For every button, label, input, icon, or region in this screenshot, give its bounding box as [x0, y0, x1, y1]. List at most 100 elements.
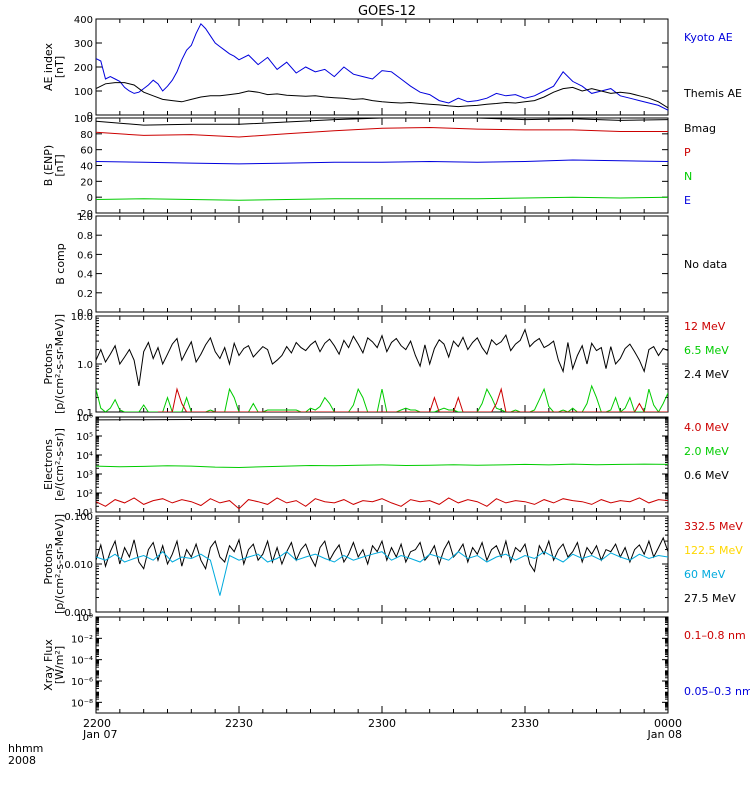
panel-protons2: 0.001 0.010 0.100 Protons[p/(cm²-s-sr-MeV)]…: [42, 512, 743, 619]
time-axis-row2-label: 2008: [8, 754, 36, 767]
panel-frame: [95, 315, 669, 413]
y-tick-label: 1.0: [77, 212, 93, 223]
legend-item: 0.05–0.3 nm: [684, 685, 750, 698]
y-tick-label: 10⁶: [76, 413, 93, 424]
legend-item: 2.4 MeV: [684, 368, 729, 381]
y-axis-label: [p/(cm²-s-sr-MeV)]: [53, 514, 66, 614]
y-axis-label: Protons: [42, 543, 55, 584]
y-tick-label: 0.6: [77, 250, 93, 261]
panel-frame: [95, 18, 669, 116]
time-axis-row1-label: hhmm: [8, 742, 43, 755]
y-tick-label: 300: [74, 39, 93, 50]
series-line-themis-ae: [96, 82, 668, 109]
legend-item: N: [684, 170, 692, 183]
series-line-2-4-mev: [96, 328, 668, 386]
legend-item: 12 MeV: [684, 320, 726, 333]
y-tick-label: 0.0: [77, 308, 93, 319]
legend-item: 332.5 MeV: [684, 520, 743, 533]
panel-protons1: 0.1 1.0 10.0 Protons[p/(cm²-s-sr-MeV)] 12 Me…: [42, 312, 729, 419]
series-line-27-5-mev: [96, 536, 668, 573]
y-axis-label: B (ENP): [42, 145, 55, 186]
legend-item: Bmag: [684, 122, 716, 135]
time-tick-label: 2330: [511, 717, 539, 730]
y-tick-label: 400: [74, 15, 93, 26]
y-tick-label: 0.2: [77, 289, 93, 300]
legend-item: 60 MeV: [684, 568, 726, 581]
y-tick-label: 40: [80, 162, 93, 173]
y-axis-label: Protons: [42, 343, 55, 384]
y-axis-label: B comp: [54, 243, 67, 285]
y-tick-label: 10⁵: [76, 432, 93, 443]
y-tick-label: 0.010: [64, 560, 93, 571]
y-tick-label: 10⁰: [76, 613, 93, 624]
y-axis-label: [nT]: [53, 154, 66, 176]
legend-item: No data: [684, 258, 727, 271]
legend-item: 2.0 MeV: [684, 445, 729, 458]
y-tick-label: 100: [74, 114, 93, 125]
y-axis-label: Electrons: [42, 439, 55, 490]
series-line-n: [96, 196, 668, 201]
time-tick-label: 2300: [368, 717, 396, 730]
legend-item: 0.1–0.8 nm: [684, 629, 746, 642]
y-tick-label: 200: [74, 63, 93, 74]
y-tick-label: 100: [74, 87, 93, 98]
y-tick-label: 0.001: [64, 608, 93, 619]
y-tick-label: 0.4: [77, 270, 93, 281]
y-tick-label: 0: [87, 193, 93, 204]
legend-item: Themis AE: [683, 87, 742, 100]
time-tick-label: 0000: [654, 717, 682, 730]
legend-item: P: [684, 146, 691, 159]
y-tick-label: 10⁴: [76, 451, 93, 462]
y-axis-label: AE index: [42, 42, 55, 91]
panel-electrons: 10¹ 10² 10³ 10⁴ 10⁵ 10⁶ Electrons[e/(cm²-s-sr)…: [42, 413, 729, 519]
series-line-4-0-mev: [96, 497, 668, 510]
y-axis-label: [W/m²]: [53, 646, 66, 684]
series-line-0-6-mev: [96, 417, 668, 421]
panel-frame: [95, 616, 669, 714]
y-tick-label: 60: [80, 146, 93, 157]
series-line-12-mev: [158, 387, 668, 412]
series-line-bmag: [96, 118, 668, 126]
y-tick-label: 10⁻²: [71, 634, 93, 645]
panel-frame: [95, 215, 669, 313]
series-line-2-0-mev: [96, 463, 668, 469]
time-tick-date: Jan 08: [647, 728, 682, 741]
series-line-6-5-mev: [96, 384, 668, 412]
y-tick-label: 10³: [76, 470, 93, 481]
series-line-p: [96, 126, 668, 138]
legend-item: 4.0 MeV: [684, 421, 729, 434]
y-tick-label: -20: [77, 209, 93, 220]
time-tick-date: Jan 07: [82, 728, 117, 741]
series-line-e: [96, 159, 668, 165]
time-tick-label: 2230: [225, 717, 253, 730]
y-tick-label: 20: [80, 177, 93, 188]
legend-item: 27.5 MeV: [684, 592, 736, 605]
y-axis-label: Xray Flux: [42, 639, 55, 691]
y-axis-label: [p/(cm²-s-sr-MeV)]: [53, 314, 66, 414]
figure-title: GOES-12: [358, 4, 416, 19]
panel-b: -20 0 20 40 60 80 100 B (ENP)[nT] Bmag PNE: [42, 114, 716, 220]
panel-xray: 10⁻⁸ 10⁻⁶ 10⁻⁴ 10⁻² 10⁰ Xray Flux[W/m²] 0.1–0.…: [42, 613, 750, 714]
legend-item: 6.5 MeV: [684, 344, 729, 357]
legend-item: 0.6 MeV: [684, 469, 729, 482]
y-tick-label: 0.8: [77, 231, 93, 242]
panel-bcomp: 0.0 0.2 0.4 0.6 0.8 1.0 B comp No data: [54, 212, 727, 319]
y-tick-label: 10⁻⁴: [71, 656, 93, 667]
y-tick-label: 1.0: [77, 360, 93, 371]
y-tick-label: 10²: [76, 489, 93, 500]
y-tick-label: 10.0: [71, 312, 93, 323]
legend-item: E: [684, 194, 691, 207]
series-line-kyoto-ae: [96, 22, 668, 111]
legend-item: 122.5 MeV: [684, 544, 743, 557]
y-tick-label: 80: [80, 130, 93, 141]
y-tick-label: 0.1: [77, 408, 93, 419]
y-tick-label: 10⁻⁸: [71, 698, 93, 709]
time-tick-label: 2200: [83, 717, 111, 730]
y-tick-label: 10⁻⁶: [71, 677, 93, 688]
y-tick-label: 10¹: [76, 508, 93, 519]
y-tick-label: 0: [87, 111, 93, 122]
